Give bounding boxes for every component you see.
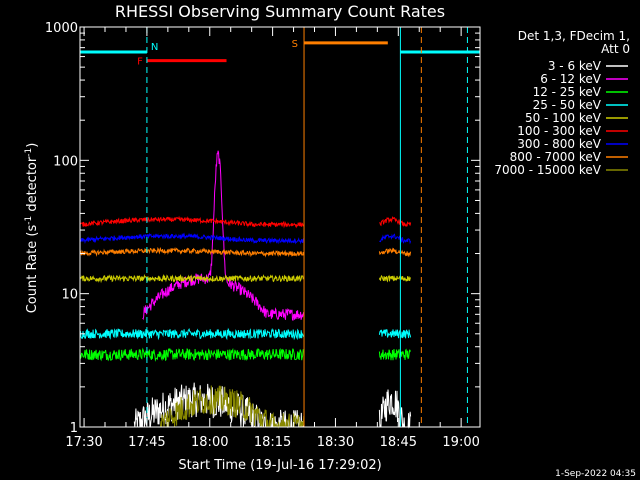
legend-label-8: 7000 - 15000 keV [494, 163, 601, 177]
y-tick-label-2: 100 [53, 154, 78, 169]
legend-label-1: 6 - 12 keV [540, 72, 602, 86]
legend-label-4: 50 - 100 keV [525, 111, 602, 125]
legend-label-3: 25 - 50 keV [533, 98, 602, 112]
series-trace-3 [79, 327, 305, 341]
x-tick-label-2: 18:00 [191, 435, 228, 450]
legend-label-2: 12 - 25 keV [533, 85, 602, 99]
y-axis-label-main: Count Rate (s [25, 225, 40, 314]
series-trace-7 [79, 246, 305, 258]
y-tick-label-3: 1000 [45, 21, 78, 36]
chart-title: RHESSI Observing Summary Count Rates [115, 2, 445, 21]
series-trace-6 [379, 233, 412, 245]
y-axis-label-mid: detector [25, 156, 40, 216]
flag-label-N: N [151, 42, 158, 53]
y-axis-label-sup1: -1 [24, 216, 34, 225]
y-axis-label-sup2: -1 [24, 148, 34, 157]
legend-label-6: 300 - 800 keV [517, 137, 601, 151]
x-tick-label-5: 18:45 [380, 435, 417, 450]
plot-area: NF S [79, 27, 480, 429]
y-axis-label: Count Rate (s-1 detector-1) [24, 143, 40, 314]
series-trace-6 [79, 232, 305, 245]
series-trace-2 [79, 347, 305, 362]
series-trace-4 [378, 274, 412, 283]
series-trace-7 [378, 247, 412, 258]
x-tick-label-1: 17:45 [128, 435, 165, 450]
x-tick-label-4: 18:30 [317, 435, 354, 450]
x-tick-label-3: 18:15 [254, 435, 291, 450]
legend-label-0: 3 - 6 keV [548, 59, 602, 73]
series-trace-1 [142, 150, 305, 321]
x-axis-label: Start Time (19-Jul-16 17:29:02) [178, 458, 381, 473]
series-trace-4 [79, 273, 305, 284]
legend-label-5: 100 - 300 keV [517, 124, 601, 138]
plot-frame [79, 26, 481, 428]
series-trace-5 [379, 215, 412, 227]
flag-label-S: S [292, 39, 298, 50]
legend-header-line1: Det 1,3, FDecim 1, [518, 29, 630, 43]
legend-header-line2: Att 0 [601, 42, 630, 56]
series-trace-2 [378, 348, 412, 361]
series-trace-5 [79, 215, 305, 229]
footer-date: 1-Sep-2022 04:35 [555, 469, 636, 479]
y-axis-label-end: ) [25, 143, 40, 148]
y-tick-label-1: 10 [61, 288, 78, 303]
x-tick-label-0: 17:30 [65, 435, 102, 450]
flag-label-F: F [137, 57, 143, 68]
axes: 1 10 100 1000 17:30 17:45 18:00 18:15 18:30 18:45… [45, 21, 481, 450]
y-tick-label-0: 1 [70, 421, 78, 436]
legend-label-7: 800 - 7000 keV [510, 150, 602, 164]
x-tick-label-6: 19:00 [442, 435, 479, 450]
series-trace-3 [378, 329, 412, 339]
